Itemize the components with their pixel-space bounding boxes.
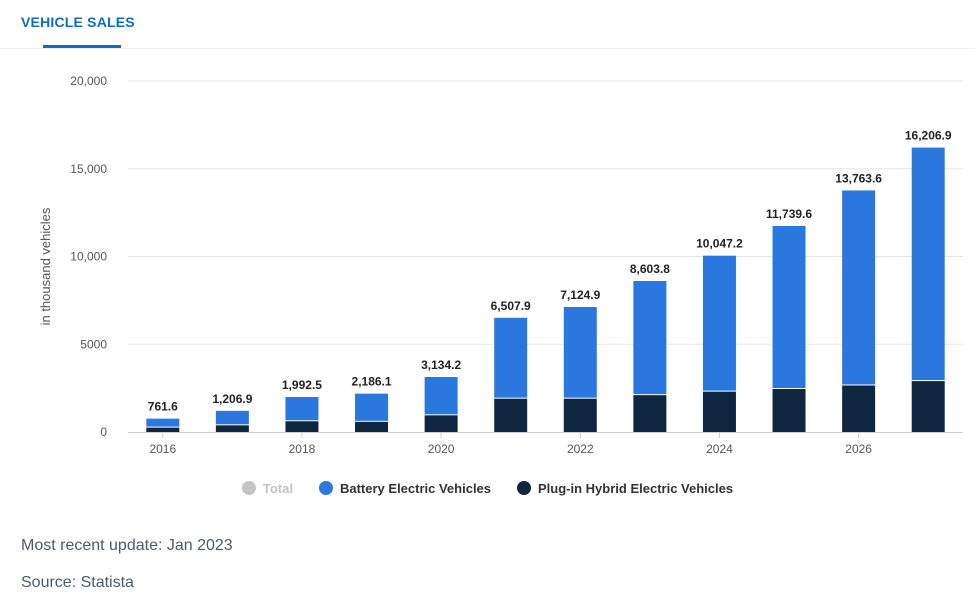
legend-item-bev[interactable]: Battery Electric Vehicles — [318, 480, 492, 496]
legend-dot-bev — [318, 481, 333, 495]
x-tick-label: 2018 — [289, 442, 316, 456]
grid-layer — [128, 80, 963, 345]
x-tick-label: 2016 — [149, 442, 176, 456]
x-tick-label: 2020 — [428, 442, 455, 456]
data-label: 13,763.6 — [835, 171, 882, 185]
bar-phev — [215, 425, 249, 432]
data-label: 6,507.9 — [491, 299, 531, 313]
data-label: 11,739.6 — [766, 207, 812, 221]
legend-label-bev: Battery Electric Vehicles — [339, 480, 492, 496]
tab-bar: VEHICLE SALES — [0, 0, 975, 49]
bar-phev — [285, 421, 319, 432]
vehicle-sales-chart: 761.6 1,206.9 1,992.5 2,186.1 3,134.2 6,507.9… — [38, 74, 963, 456]
bar-bev — [633, 281, 667, 395]
y-tick-label: 10,000 — [70, 250, 107, 264]
source-info: Source: Statista — [21, 574, 134, 591]
y-tick-label: 20,000 — [70, 74, 107, 88]
legend-dot-phev — [517, 481, 532, 495]
legend-item-total[interactable]: Total — [241, 480, 293, 496]
bar-bev — [702, 255, 736, 391]
bar-bev — [355, 393, 389, 421]
labels-layer: 761.6 1,206.9 1,992.5 2,186.1 3,134.2 6,507.9… — [148, 129, 952, 414]
bar-phev — [633, 395, 667, 432]
legend-label-phev: Plug-in Hybrid Electric Vehicles — [538, 480, 734, 496]
x-tick-label: 2024 — [706, 442, 733, 456]
y-axis-title: in thousand vehicles — [38, 207, 53, 325]
data-label: 2,186.1 — [352, 375, 392, 389]
data-label: 7,124.9 — [560, 288, 600, 302]
bar-bev — [842, 190, 876, 385]
bar-bev — [285, 397, 319, 421]
bar-phev — [146, 427, 180, 432]
bar-phev — [355, 421, 389, 432]
active-tab-indicator — [43, 45, 121, 48]
bar-phev — [702, 391, 736, 432]
bar-bev — [563, 306, 597, 398]
data-label: 1,992.5 — [282, 378, 322, 392]
update-info: Most recent update: Jan 2023 — [21, 537, 233, 554]
data-label: 8,603.8 — [630, 262, 670, 276]
tab-vehicle-sales[interactable]: VEHICLE SALES — [21, 14, 135, 30]
data-label: 761.6 — [148, 400, 178, 414]
bar-phev — [424, 415, 458, 432]
chart-legend: Total Battery Electric Vehicles Plug-in … — [0, 478, 975, 498]
legend-item-phev[interactable]: Plug-in Hybrid Electric Vehicles — [517, 481, 733, 496]
y-tick-label: 5000 — [80, 337, 107, 351]
x-tick-label: 2026 — [845, 442, 872, 456]
bar-phev — [563, 398, 597, 432]
y-tick-label: 15,000 — [70, 162, 107, 176]
data-label: 16,206.9 — [905, 129, 952, 143]
bar-bev — [424, 376, 458, 415]
bar-bev — [772, 225, 806, 389]
bar-phev — [772, 389, 806, 432]
legend-dot-total — [241, 481, 256, 495]
bar-bev — [911, 147, 945, 381]
data-label: 3,134.2 — [421, 358, 461, 372]
axis-layer: 0 5000 10,000 15,000 20,000 in thousand vehic… — [38, 74, 963, 456]
bar-phev — [842, 385, 876, 432]
bar-phev — [494, 398, 528, 432]
legend-label-total: Total — [262, 480, 293, 496]
y-tick-label: 0 — [100, 425, 107, 439]
bar-phev — [911, 381, 945, 432]
data-label: 1,206.9 — [212, 392, 252, 406]
bar-bev — [494, 317, 528, 398]
x-tick-label: 2022 — [567, 442, 594, 456]
bars-layer — [146, 147, 945, 432]
bar-bev — [215, 410, 249, 425]
bar-bev — [146, 418, 180, 427]
data-label: 10,047.2 — [696, 237, 743, 251]
